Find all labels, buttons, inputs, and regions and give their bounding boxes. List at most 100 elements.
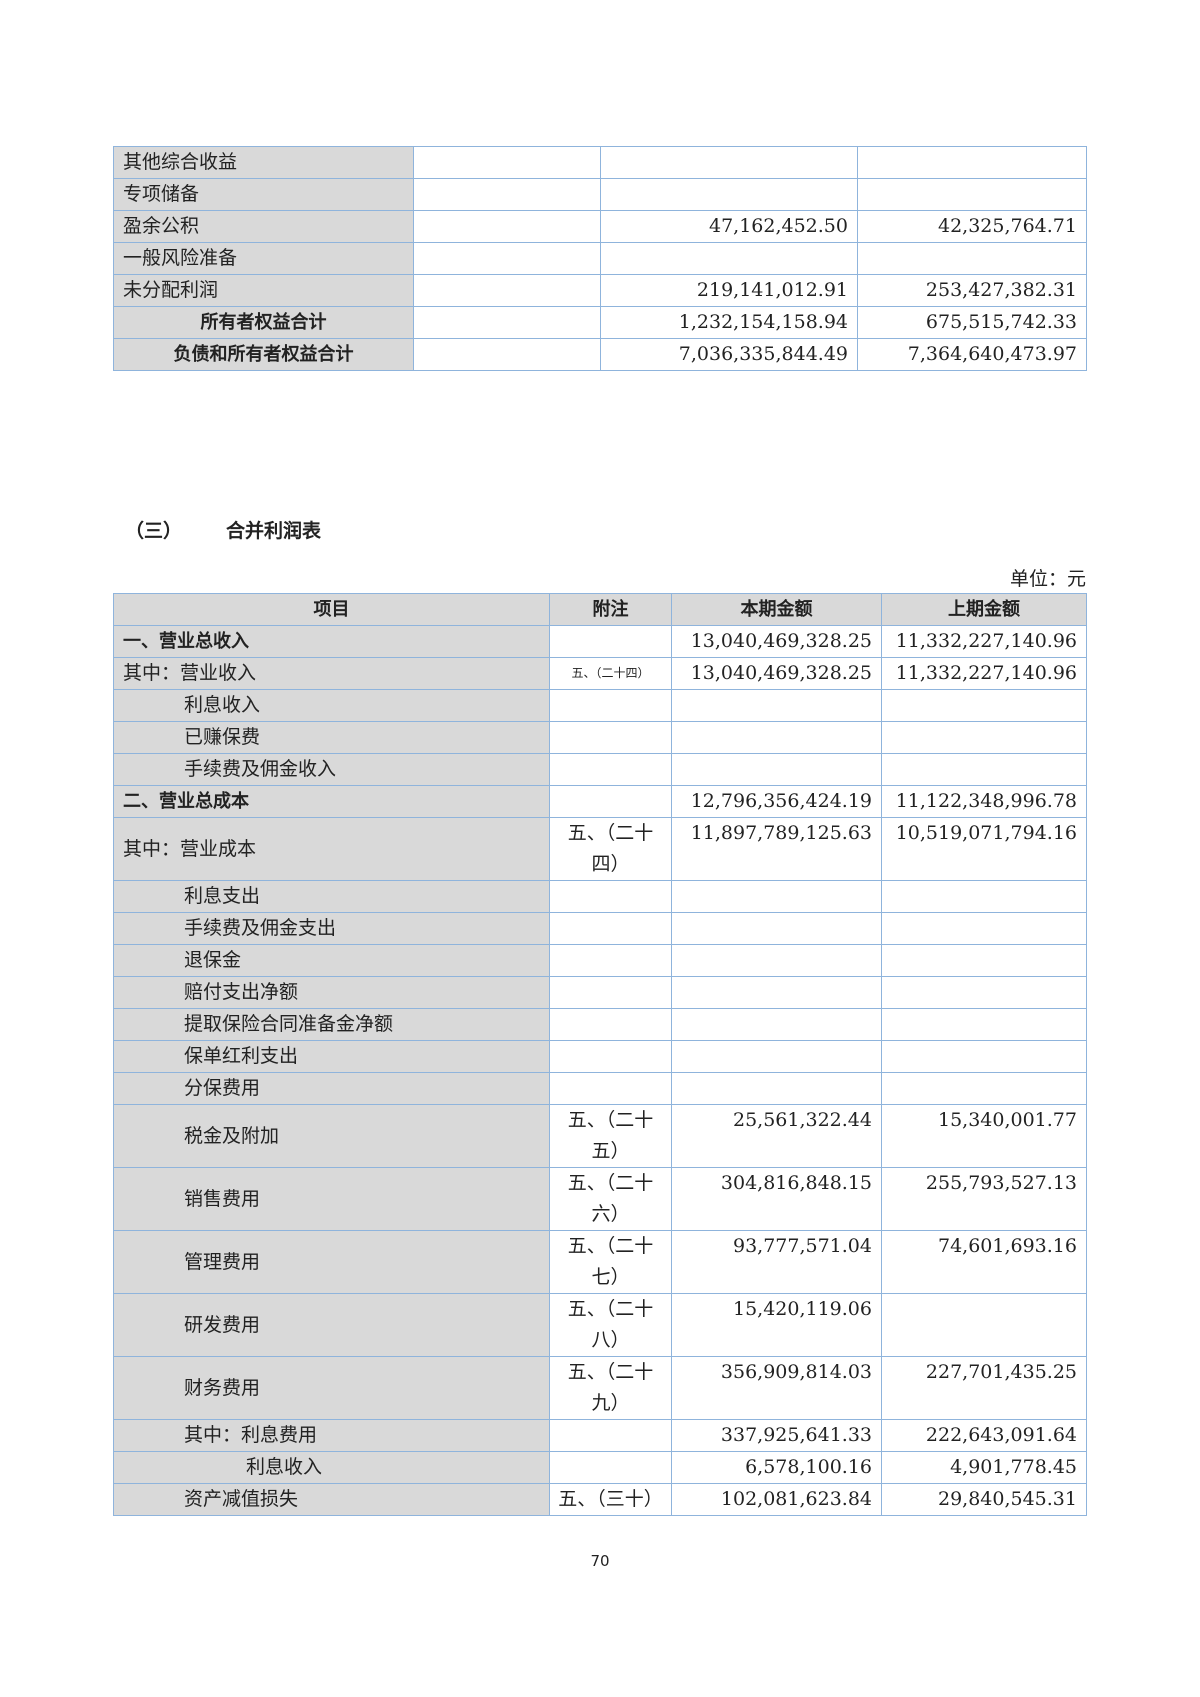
row-note	[413, 178, 601, 211]
row-prior	[857, 146, 1087, 179]
row-current: 219,141,012.91	[600, 274, 858, 307]
row-current: 47,162,452.50	[600, 210, 858, 243]
row-prior: 11,332,227,140.96	[881, 657, 1087, 690]
row-prior: 4,901,778.45	[881, 1451, 1087, 1484]
table-row: 销售费用 五、（二十六） 304,816,848.15 255,793,527.13	[113, 1167, 1087, 1231]
row-label: 保单红利支出	[113, 1040, 550, 1073]
row-label: 负债和所有者权益合计	[113, 338, 414, 371]
row-note	[549, 689, 672, 722]
row-label: 税金及附加	[113, 1104, 550, 1168]
table-row: 其中：营业成本 五、（二十四） 11,897,789,125.63 10,519,07…	[113, 817, 1087, 881]
row-prior	[881, 721, 1087, 754]
section-heading: （三） 合并利润表	[125, 516, 365, 543]
row-prior: 29,840,545.31	[881, 1483, 1087, 1516]
row-current: 12,796,356,424.19	[671, 785, 882, 818]
row-label: 研发费用	[113, 1293, 550, 1357]
table-row: 利息收入 6,578,100.16 4,901,778.45	[113, 1451, 1087, 1484]
row-label: 其中：利息费用	[113, 1419, 550, 1452]
header-item: 项目	[113, 593, 550, 626]
row-prior: 15,340,001.77	[881, 1104, 1087, 1168]
row-current: 7,036,335,844.49	[600, 338, 858, 371]
row-note	[549, 1419, 672, 1452]
row-note: 五、（二十五）	[549, 1104, 672, 1168]
table-row: 研发费用 五、（二十八） 15,420,119.06	[113, 1293, 1087, 1357]
table-row: 负债和所有者权益合计 7,036,335,844.49 7,364,640,473.…	[113, 338, 1087, 371]
row-note: 五、（二十六）	[549, 1167, 672, 1231]
row-label: 其他综合收益	[113, 146, 414, 179]
row-label: 销售费用	[113, 1167, 550, 1231]
row-current: 25,561,322.44	[671, 1104, 882, 1168]
header-current-period: 本期金额	[671, 593, 882, 626]
unit-label: 单位：元	[1009, 568, 1086, 590]
table-row: 保单红利支出	[113, 1040, 1087, 1073]
row-label: 手续费及佣金收入	[113, 753, 550, 786]
row-prior	[857, 178, 1087, 211]
table-row: 利息支出	[113, 880, 1087, 913]
row-label: 未分配利润	[113, 274, 414, 307]
row-label: 利息收入	[113, 1451, 550, 1484]
table-row: 手续费及佣金收入	[113, 753, 1087, 786]
row-note	[413, 146, 601, 179]
row-prior	[881, 880, 1087, 913]
row-current: 13,040,469,328.25	[671, 625, 882, 658]
table-row: 管理费用 五、（二十七） 93,777,571.04 74,601,693.16	[113, 1230, 1087, 1294]
row-note	[549, 753, 672, 786]
row-label: 二、营业总成本	[113, 785, 550, 818]
row-current: 6,578,100.16	[671, 1451, 882, 1484]
row-prior: 11,332,227,140.96	[881, 625, 1087, 658]
row-note	[549, 1072, 672, 1105]
row-current: 102,081,623.84	[671, 1483, 882, 1516]
row-note: 五、（二十七）	[549, 1230, 672, 1294]
row-note	[549, 944, 672, 977]
row-label: 盈余公积	[113, 210, 414, 243]
row-prior	[881, 1293, 1087, 1357]
row-current	[671, 944, 882, 977]
row-label: 管理费用	[113, 1230, 550, 1294]
page-number: 70	[590, 1552, 610, 1570]
table-row: 其他综合收益	[113, 146, 1087, 179]
row-note	[549, 785, 672, 818]
row-label: 退保金	[113, 944, 550, 977]
row-label: 财务费用	[113, 1356, 550, 1420]
table-row: 盈余公积 47,162,452.50 42,325,764.71	[113, 210, 1087, 243]
row-prior: 7,364,640,473.97	[857, 338, 1087, 371]
row-note: 五、（二十八）	[549, 1293, 672, 1357]
row-prior	[881, 1072, 1087, 1105]
row-current	[671, 1008, 882, 1041]
row-note	[549, 976, 672, 1009]
row-current	[671, 1040, 882, 1073]
table-row: 已赚保费	[113, 721, 1087, 754]
row-label: 其中：营业收入	[113, 657, 550, 690]
row-prior	[881, 1008, 1087, 1041]
row-prior: 255,793,527.13	[881, 1167, 1087, 1231]
row-label: 提取保险合同准备金净额	[113, 1008, 550, 1041]
row-note	[549, 1451, 672, 1484]
balance-sheet-equity-table: 其他综合收益 专项储备 盈余公积 47,162,452.50 42,325,764.71…	[113, 146, 1087, 371]
row-note	[413, 338, 601, 371]
row-label: 其中：营业成本	[113, 817, 550, 881]
table-row: 资产减值损失 五、（三十） 102,081,623.84 29,840,545.31	[113, 1483, 1087, 1516]
row-prior: 253,427,382.31	[857, 274, 1087, 307]
row-prior: 10,519,071,794.16	[881, 817, 1087, 881]
row-note	[549, 625, 672, 658]
header-note: 附注	[549, 593, 672, 626]
row-label: 一般风险准备	[113, 242, 414, 275]
section-title: 合并利润表	[226, 520, 322, 542]
table-row: 其中：营业收入 五、（二十四） 13,040,469,328.25 11,332,22…	[113, 657, 1087, 690]
row-prior: 11,122,348,996.78	[881, 785, 1087, 818]
row-current	[600, 242, 858, 275]
table-row: 专项储备	[113, 178, 1087, 211]
row-label: 已赚保费	[113, 721, 550, 754]
table-row: 二、营业总成本 12,796,356,424.19 11,122,348,996.7…	[113, 785, 1087, 818]
row-current	[671, 721, 882, 754]
row-prior	[881, 1040, 1087, 1073]
row-current	[671, 976, 882, 1009]
row-prior	[881, 976, 1087, 1009]
row-label: 所有者权益合计	[113, 306, 414, 339]
row-prior: 42,325,764.71	[857, 210, 1087, 243]
table-row: 利息收入	[113, 689, 1087, 722]
row-current: 93,777,571.04	[671, 1230, 882, 1294]
table-row: 分保费用	[113, 1072, 1087, 1105]
table-row: 手续费及佣金支出	[113, 912, 1087, 945]
row-label: 资产减值损失	[113, 1483, 550, 1516]
